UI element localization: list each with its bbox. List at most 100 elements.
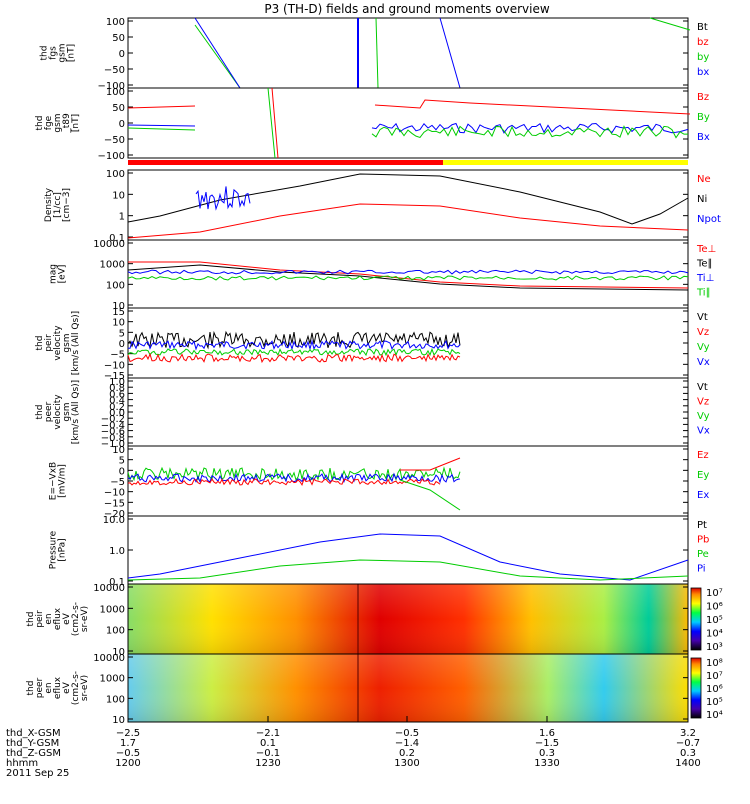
- y-axis-label: velocity: [53, 394, 63, 430]
- y-tick-label: −10: [104, 488, 125, 499]
- y-tick-label: 0.4: [109, 396, 125, 407]
- y-tick-label: 1000: [100, 604, 125, 615]
- legend-bz: bz: [697, 37, 709, 48]
- y-tick-label: 100: [106, 626, 125, 637]
- y-axis-label: gsm: [58, 43, 68, 62]
- y-axis-label: thd: [35, 336, 45, 351]
- panel-fgs: 100 50 0 −50 −100 thd fgs gsm [nT] Bt bz by bx: [40, 17, 710, 92]
- spectrogram-shade: [128, 584, 688, 654]
- x-axis-row-label: hhmm: [6, 758, 38, 769]
- legend-vz: Vz: [697, 327, 709, 338]
- colorbar-label: 10⁵: [706, 697, 723, 708]
- y-axis-label: [mV/m]: [58, 464, 68, 498]
- legend-te⊥: Te⊥: [696, 244, 716, 255]
- panel-peer_spec: 10⁸ 10⁷ 10⁶ 10⁵ 10⁴ 10000 1000 100 10 thd peer en ef…: [26, 653, 723, 726]
- colorbar-label: 10⁷: [706, 588, 723, 599]
- panel-fge: 100 50 0 −50 −100 thd fge gsm _t89 [nT] Bz By Bx: [35, 87, 710, 162]
- y-tick-label: 1000: [100, 674, 125, 685]
- series-Vz: [127, 352, 461, 364]
- series-Te-perp: [128, 261, 689, 289]
- y-axis-label: peer: [44, 401, 54, 422]
- panel-temp: 10000 1000 100 10 mag [eV] Te⊥ Te∥ Ti⊥ Ti∥: [49, 239, 717, 312]
- y-tick-label: 10000: [93, 583, 125, 594]
- y-tick-label: 0.1: [109, 233, 125, 244]
- series-Bx: [127, 124, 196, 127]
- y-axis-label: gsm: [62, 402, 72, 421]
- x-axis-value: 0.3: [680, 748, 696, 759]
- y-tick-label: −0.8: [101, 433, 125, 444]
- panel-density: 100 10 1 0.1 Density [1/cc] [cm−3] Ne Ni Npot: [44, 169, 721, 244]
- y-axis-label: sr-eV): [80, 675, 90, 701]
- legend-vy: Vy: [697, 411, 710, 422]
- legend-vy: Vy: [697, 342, 710, 353]
- mode-bar-fast: [128, 160, 443, 165]
- y-tick-label: 10000: [93, 239, 125, 250]
- legend-pt: Pt: [697, 520, 707, 531]
- legend-pb: Pb: [697, 535, 709, 546]
- y-axis-label: gsm: [53, 113, 63, 132]
- y-tick-label: 10: [112, 715, 125, 726]
- x-axis-row-label: thd_X-GSM: [6, 728, 61, 739]
- y-axis-label: peir: [44, 334, 54, 352]
- y-tick-label: −20: [104, 509, 125, 520]
- series-Ex: [127, 472, 461, 484]
- x-axis-value: −0.7: [676, 738, 700, 749]
- y-axis-label: (cm2-s-: [71, 671, 81, 705]
- chart-title: P3 (TH-D) fields and ground moments over…: [264, 2, 549, 16]
- y-tick-label: −15: [104, 371, 125, 382]
- y-tick-label: −10: [104, 360, 125, 371]
- colorbar-label: 10⁷: [706, 671, 723, 682]
- y-tick-label: 1000: [100, 260, 125, 271]
- legend-ni: Ni: [697, 194, 707, 205]
- x-axis-value: 3.2: [680, 728, 696, 739]
- y-axis-label: thd: [35, 405, 45, 420]
- series-Ey-2: [399, 479, 461, 511]
- series-Ey: [127, 466, 461, 482]
- y-tick-label: 0: [119, 339, 125, 350]
- y-tick-label: 10: [112, 190, 125, 201]
- legend-vz: Vz: [697, 397, 709, 408]
- y-tick-label: 10: [112, 318, 125, 329]
- y-tick-label: 0.0: [109, 408, 125, 419]
- y-tick-label: −50: [104, 65, 125, 76]
- series-Ne: [127, 203, 689, 239]
- x-axis-value: 1200: [115, 758, 140, 769]
- series-Vx: [127, 339, 461, 351]
- y-tick-label: 10: [112, 647, 125, 658]
- colorbar-label: 10⁵: [706, 615, 723, 626]
- panel-frame: [127, 377, 689, 447]
- y-axis-label: gsm: [62, 333, 72, 352]
- x-axis-date: 2011 Sep 25: [6, 768, 69, 779]
- colorbar-label: 10⁸: [706, 658, 723, 669]
- legend-ex: Ex: [697, 490, 709, 501]
- panel-peer: 1.00.80.60.40.20.0−0.2−0.4−0.6−0.8−1.0 th…: [35, 377, 710, 450]
- series-Ni: [127, 173, 689, 225]
- y-tick-label: −5: [110, 477, 125, 488]
- y-tick-label: 15: [112, 307, 125, 318]
- y-tick-label: 0: [119, 49, 125, 60]
- legend-vx: Vx: [697, 357, 710, 368]
- series-By-2: [371, 125, 689, 139]
- y-tick-label: 100: [106, 87, 125, 98]
- series-By: [127, 127, 196, 131]
- legend-ey: Ey: [697, 470, 709, 481]
- legend-pe: Pe: [697, 549, 709, 560]
- y-axis-label: fge: [44, 115, 54, 130]
- y-axis-label: eV: [62, 612, 72, 625]
- x-axis-value: −0.1: [256, 748, 280, 759]
- x-axis-value: 0.1: [260, 738, 276, 749]
- spectrogram-shade: [128, 654, 688, 722]
- y-tick-label: −100: [98, 151, 125, 162]
- series-by: [194, 24, 241, 89]
- y-tick-label: 10000: [93, 653, 125, 664]
- legend-bx: Bx: [697, 132, 710, 143]
- y-axis-label: (cm2-s-: [71, 602, 81, 636]
- legend-bz: Bz: [697, 92, 709, 103]
- x-axis-value: 0.3: [539, 748, 555, 759]
- y-axis-label: Density: [44, 187, 54, 222]
- series-Bx-2: [371, 122, 689, 134]
- y-axis-label: [km/s (All Qs)]: [71, 380, 81, 444]
